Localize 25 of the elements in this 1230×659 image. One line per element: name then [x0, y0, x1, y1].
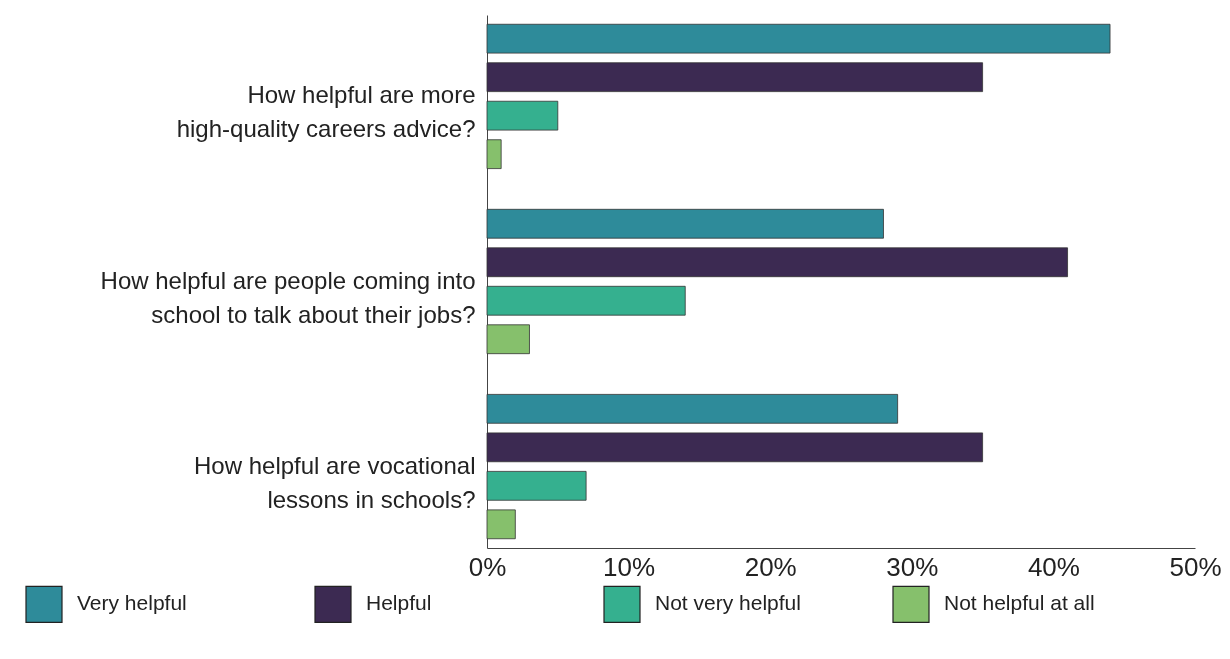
- bar: [486, 208, 884, 239]
- legend-label: Very helpful: [77, 591, 187, 615]
- bar: [486, 247, 1068, 278]
- bar: [486, 432, 983, 463]
- bar: [486, 62, 983, 93]
- legend-label: Not very helpful: [655, 591, 801, 615]
- bar: [486, 324, 530, 355]
- x-tick-label: 0%: [468, 551, 507, 582]
- legend-label: Helpful: [366, 591, 432, 615]
- y-tick-label: How helpful are people coming into school to talk about their jobs?: [100, 266, 476, 328]
- bar: [486, 393, 899, 424]
- bar: [486, 23, 1111, 54]
- bar: [486, 285, 686, 316]
- bar: [486, 509, 516, 540]
- x-tick-label: 20%: [744, 551, 797, 582]
- x-tick-label: 50%: [1169, 551, 1222, 582]
- legend-label: Not helpful at all: [944, 591, 1095, 615]
- bar: [486, 139, 502, 170]
- x-tick-label: 40%: [1027, 551, 1080, 582]
- y-tick-label: How helpful are more high-quality careers advice?: [176, 81, 476, 143]
- bar: [486, 470, 587, 501]
- y-tick-label: How helpful are vocational lessons in schools?: [194, 451, 476, 513]
- bar: [486, 100, 559, 131]
- x-tick-label: 30%: [886, 551, 939, 582]
- x-tick-label: 10%: [603, 551, 656, 582]
